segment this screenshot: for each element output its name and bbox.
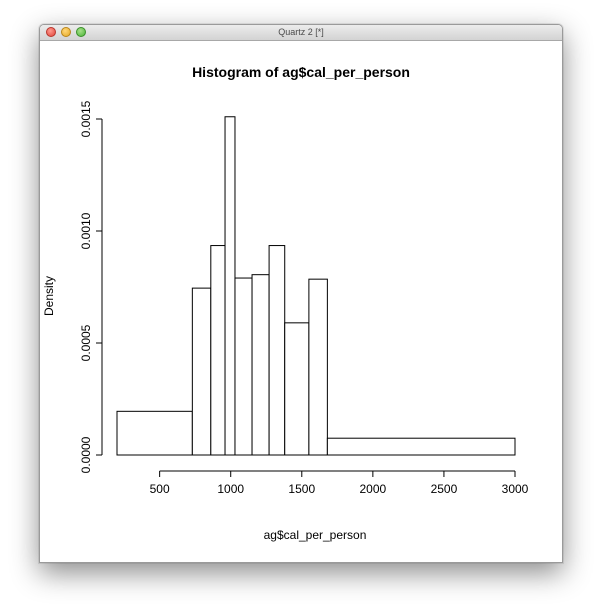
histogram-bar [210,245,226,456]
histogram-bar [268,245,286,456]
close-button[interactable] [46,27,56,37]
histogram-bar [251,274,270,456]
y-tick-label: 0.0015 [79,100,93,137]
histogram-bar [116,410,193,456]
x-axis: 500 1000 1500 2000 2500 3000 [150,470,529,496]
x-tick-label: 2000 [360,482,387,496]
y-tick-label: 0.0005 [79,324,93,361]
window-title: Quartz 2 [*] [278,27,324,37]
histogram-bar [191,287,212,456]
y-tick-label: 0.0010 [79,212,93,249]
x-tick-label: 3000 [502,482,529,496]
histogram-bar [308,278,328,456]
histogram-bar [326,437,516,456]
bars-group [116,116,516,456]
histogram-bar [234,277,253,456]
zoom-button[interactable] [76,27,86,37]
x-axis-label: ag$cal_per_person [264,528,367,542]
title-bar[interactable]: Quartz 2 [*] [40,25,562,41]
y-axis-label: Density [42,276,56,316]
histogram-bar [284,322,310,456]
x-tick-label: 1500 [288,482,315,496]
y-axis: 0.0000 0.0005 0.0010 0.0015 [79,100,103,473]
app-window: Quartz 2 [*] Histogram of ag$cal_per_per… [39,24,563,563]
chart-title: Histogram of ag$cal_per_person [192,64,410,80]
histogram-bar [224,116,236,456]
minimize-button[interactable] [61,27,71,37]
x-tick-label: 1000 [217,482,244,496]
x-tick-label: 2500 [431,482,458,496]
y-tick-label: 0.0000 [79,436,93,473]
histogram-chart: Histogram of ag$cal_per_person 500 1000 15… [42,64,529,542]
x-tick-label: 500 [150,482,170,496]
